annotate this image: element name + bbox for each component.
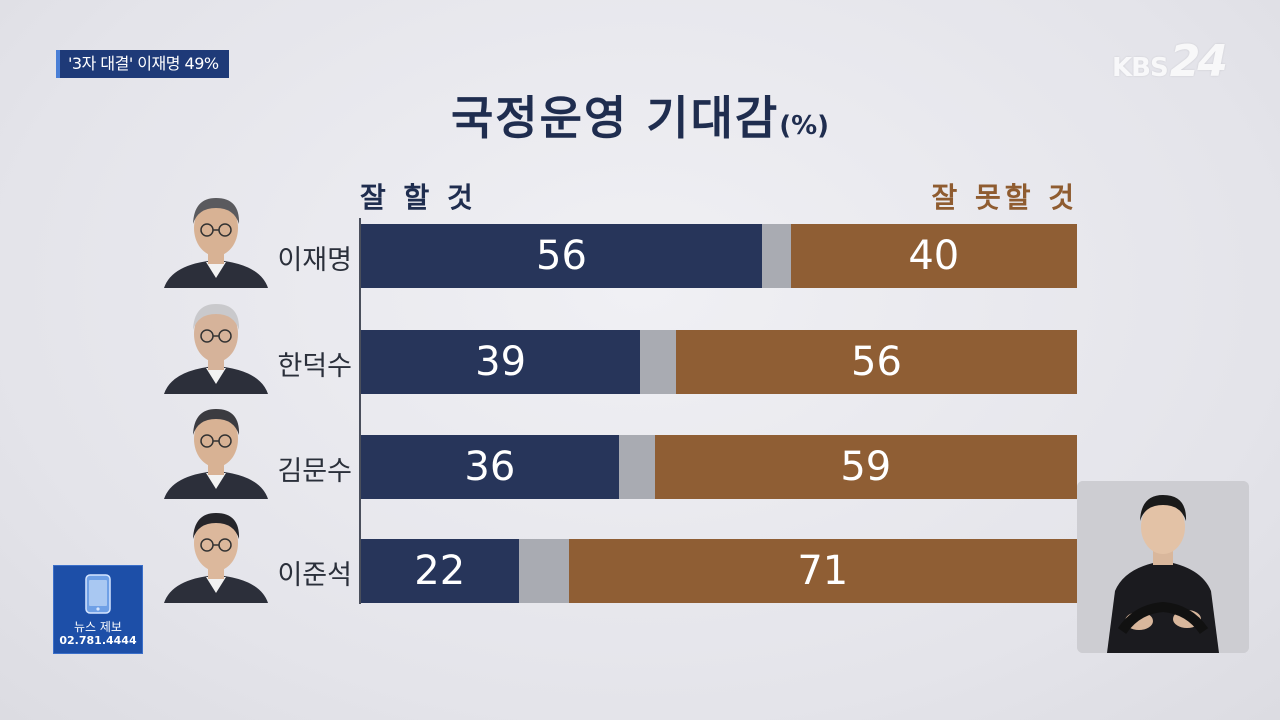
news-tip-box[interactable]: 뉴스 제보 02.781.4444 [53, 565, 143, 654]
bar-neutral [640, 330, 677, 394]
bar-neutral [761, 224, 791, 288]
bar-positive [361, 435, 619, 499]
value-label-negative: 40 [908, 233, 960, 279]
axis-line [359, 218, 361, 604]
bar-negative [568, 539, 1077, 603]
bar-positive [361, 330, 641, 394]
bar-row: 56 40 [361, 224, 1077, 288]
candidate-photo [164, 304, 268, 394]
legend-negative: 잘 못할 것 [931, 181, 1078, 214]
bar-positive [361, 539, 519, 603]
sign-language-interpreter [1077, 481, 1249, 653]
kbs24-logo: KBS24 [1112, 36, 1228, 87]
bar-neutral [518, 539, 569, 603]
chart-title: 국정운영 기대감(%) [0, 82, 1280, 148]
bar-positive [361, 224, 762, 288]
candidate-name: 한덕수 [277, 351, 352, 382]
bar-row: 36 59 [361, 435, 1077, 499]
candidate-photo [164, 198, 268, 288]
news-tip-phone: 02.781.4444 [59, 634, 137, 647]
candidate-name: 이준석 [277, 560, 352, 591]
bar-negative [790, 224, 1077, 288]
bar-negative [676, 330, 1077, 394]
legend-positive: 잘 할 것 [360, 181, 477, 214]
value-label-negative: 56 [851, 339, 902, 385]
candidate-photo [164, 409, 268, 499]
bar-neutral [618, 435, 655, 499]
value-label-positive: 39 [475, 339, 527, 385]
news-tip-label: 뉴스 제보 [74, 620, 122, 634]
headline-caption: '3자 대결' 이재명 49% [56, 50, 229, 78]
value-label-positive: 56 [536, 233, 587, 279]
candidate-name: 김문수 [277, 456, 352, 487]
value-label-positive: 36 [464, 444, 516, 490]
value-label-negative: 59 [840, 444, 892, 490]
bar-row: 39 56 [361, 330, 1077, 394]
value-label-positive: 22 [414, 548, 466, 594]
chart-unit: (%) [779, 111, 830, 141]
value-label-negative: 71 [797, 548, 849, 594]
phone-icon [85, 574, 111, 614]
bar-negative [654, 435, 1077, 499]
bar-row: 22 71 [361, 539, 1077, 603]
chart-title-text: 국정운영 기대감 [450, 91, 780, 145]
candidate-name: 이재명 [277, 245, 352, 276]
candidate-photo [164, 513, 268, 603]
